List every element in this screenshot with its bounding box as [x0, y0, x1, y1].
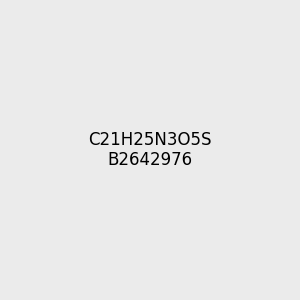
Text: C21H25N3O5S
B2642976: C21H25N3O5S B2642976	[88, 130, 212, 170]
